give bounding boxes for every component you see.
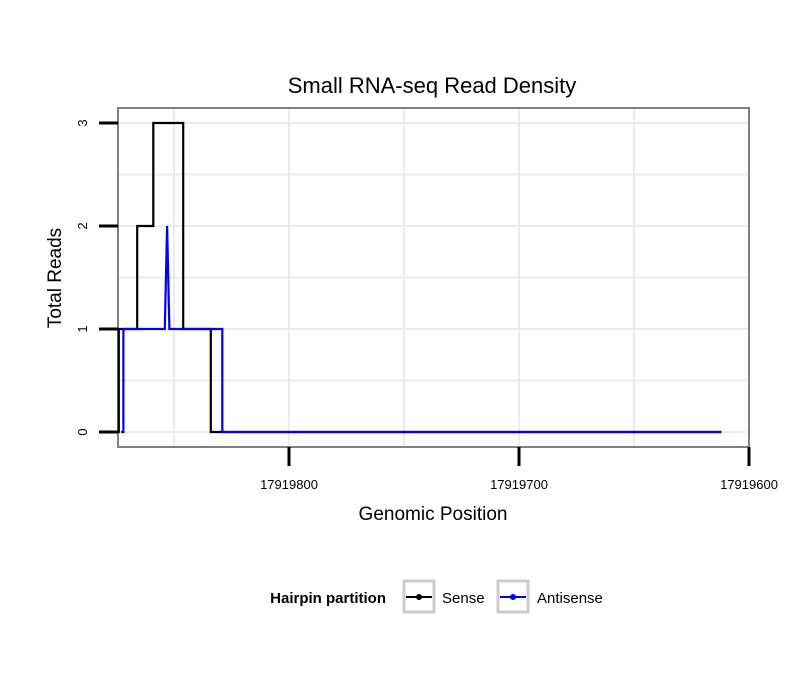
y-tick-label: 0 <box>75 428 90 435</box>
series-line-sense <box>111 121 722 434</box>
grid <box>118 108 749 447</box>
legend: Hairpin partition Sense Antisense <box>270 579 603 614</box>
legend-key-point <box>510 594 516 600</box>
legend-label-sense: Sense <box>442 590 485 607</box>
y-tick-label: 1 <box>75 325 90 332</box>
legend-label-antisense: Antisense <box>537 590 603 607</box>
series-line-antisense <box>121 225 722 434</box>
legend-title: Hairpin partition <box>270 590 386 607</box>
axes: 0 1 2 3 17919800 17919700 17919600 <box>75 119 778 492</box>
y-tick-label: 2 <box>75 222 90 229</box>
y-axis-title: Total Reads <box>45 228 66 328</box>
chart-title: Small RNA-seq Read Density <box>288 73 577 98</box>
x-axis-title: Genomic Position <box>359 504 508 525</box>
x-tick-label: 17919600 <box>720 477 778 492</box>
plot-panel-border <box>117 107 750 448</box>
y-tick-label: 3 <box>75 119 90 126</box>
x-tick-label: 17919800 <box>260 477 318 492</box>
legend-key-point <box>416 594 422 600</box>
data-series <box>111 121 722 434</box>
x-tick-label: 17919700 <box>490 477 548 492</box>
